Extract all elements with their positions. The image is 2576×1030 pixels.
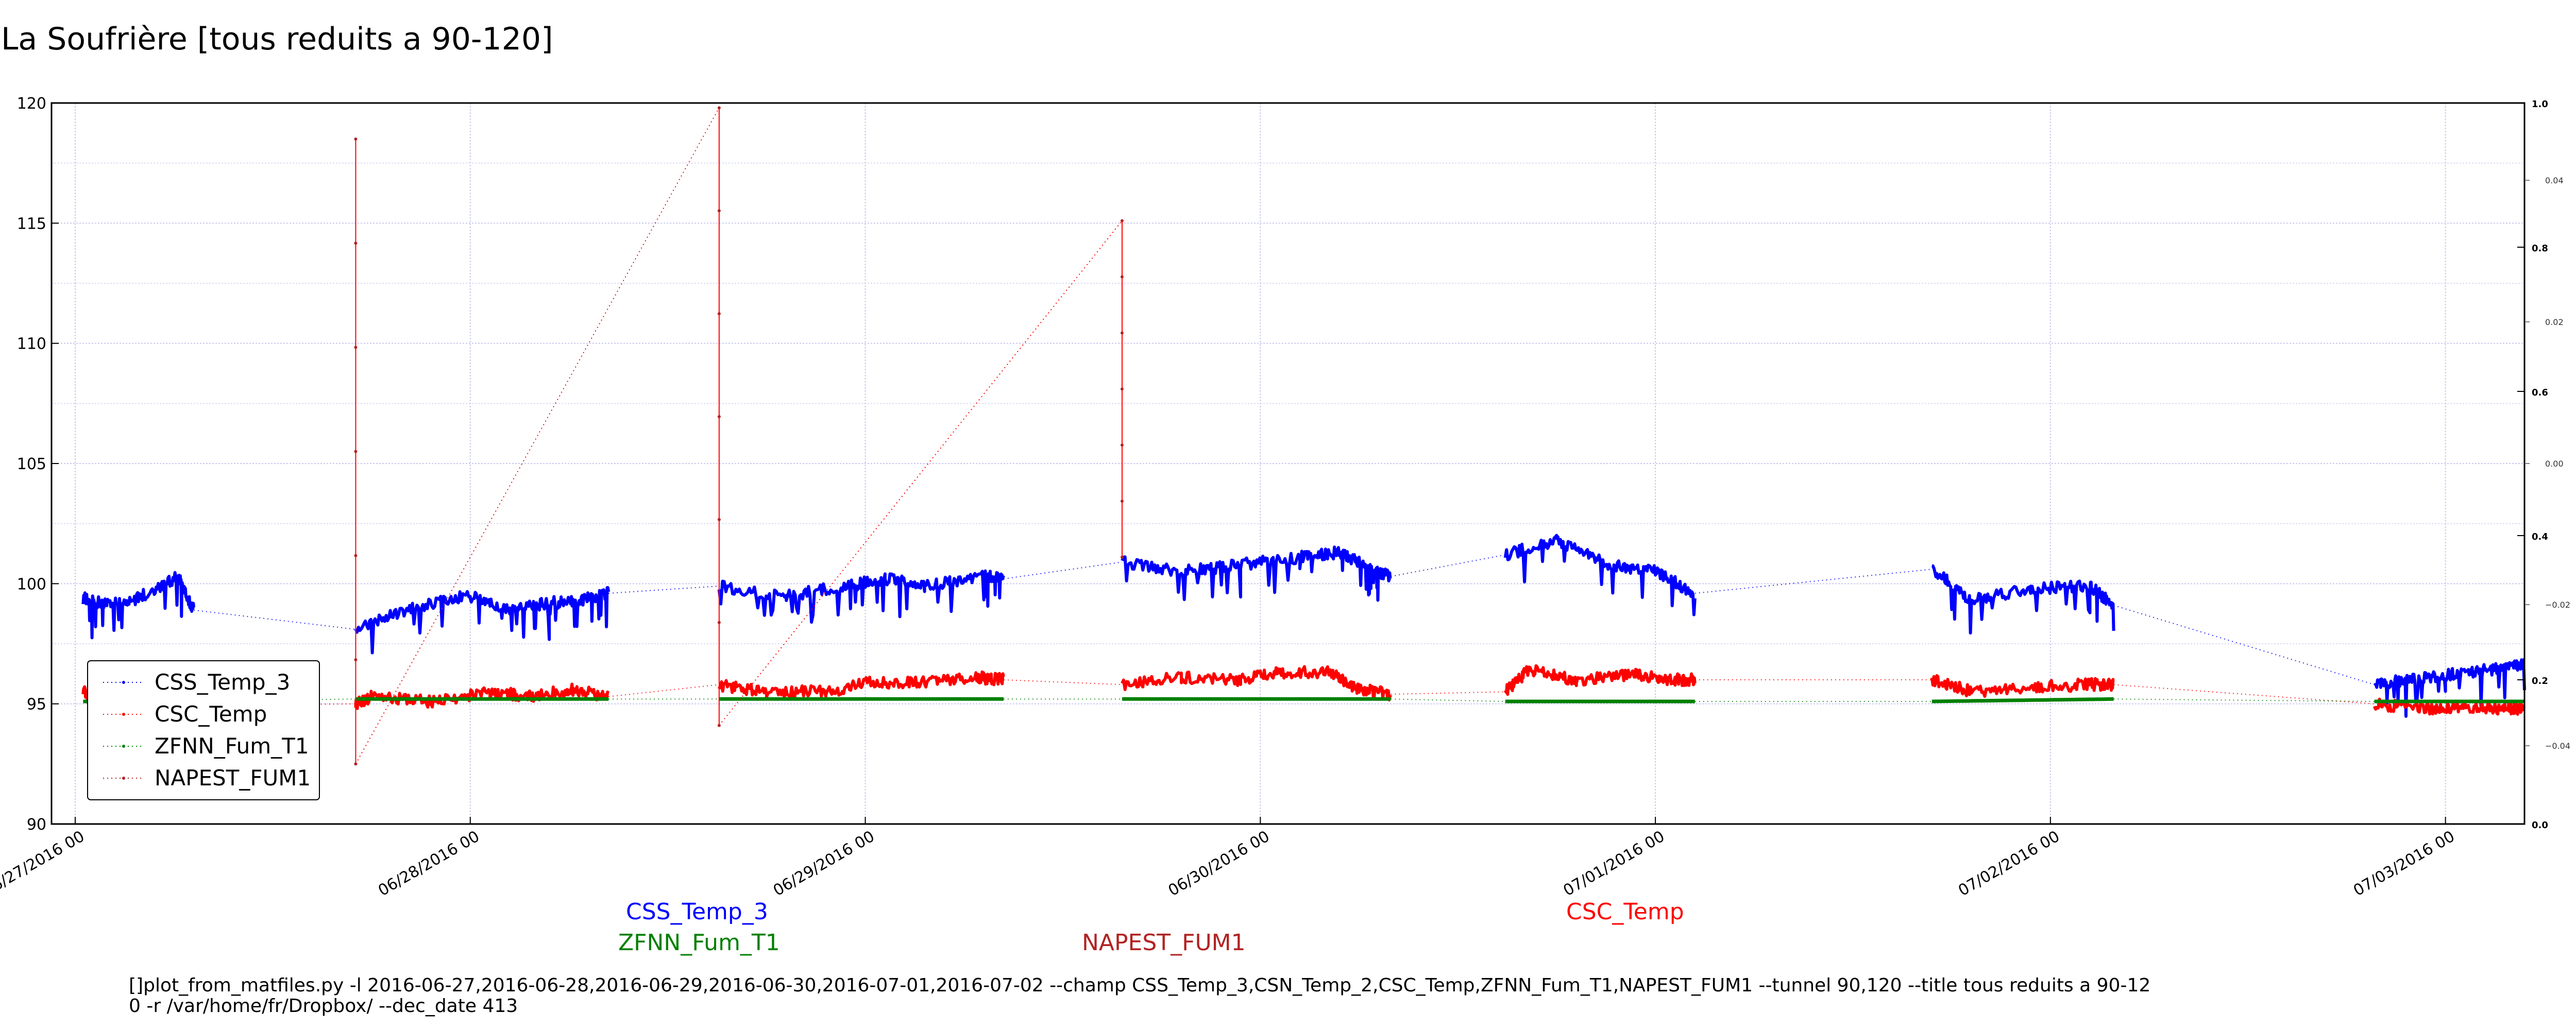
legend-frame bbox=[87, 660, 320, 800]
series-line-0-2 bbox=[717, 569, 1005, 624]
series-connector-3-1 bbox=[355, 107, 720, 764]
legend-label-3: NAPEST_FUM1 bbox=[155, 765, 311, 791]
series-line-1-2 bbox=[718, 670, 1005, 699]
caption-csc-temp: CSC_Temp bbox=[1566, 899, 1684, 925]
x-tick-label-4: 07/01/2016 00 bbox=[1561, 828, 1668, 900]
series-gap-1-5 bbox=[2113, 684, 2375, 705]
series-line-1-4 bbox=[1503, 664, 1697, 696]
series-point-3-4-4 bbox=[1120, 331, 1124, 335]
series-line-1-6 bbox=[2372, 697, 2526, 716]
series-point-3-0-4 bbox=[354, 346, 358, 349]
series-line-0-6 bbox=[2373, 658, 2526, 718]
series-gap-1-2 bbox=[1003, 679, 1122, 685]
y-tick-label-1: 95 bbox=[27, 696, 46, 714]
series-point-3-0-2 bbox=[354, 554, 358, 557]
series-point-3-0-3 bbox=[354, 450, 358, 453]
x-tick-label-5: 07/02/2016 00 bbox=[1955, 828, 2063, 900]
series-line-1-1 bbox=[354, 682, 610, 710]
y-tick-label-0: 90 bbox=[27, 816, 46, 834]
caption-zfnn-fum-t1: ZFNN_Fum_T1 bbox=[618, 930, 780, 956]
series-point-3-2-2 bbox=[717, 518, 721, 521]
series-gap-2-3 bbox=[1391, 698, 1505, 702]
series-point-3-2-4 bbox=[717, 312, 721, 316]
legend-marker-1 bbox=[122, 713, 125, 716]
series-gap-0-0 bbox=[193, 609, 356, 630]
x-tick-label-1: 06/28/2016 00 bbox=[375, 828, 483, 900]
caption-napest-fum1: NAPEST_FUM1 bbox=[1082, 930, 1246, 956]
y2-minor-label-4: 0.04 bbox=[2545, 176, 2564, 185]
y2-minor-label-1: −0.02 bbox=[2545, 600, 2570, 610]
y2-tick-label-2: 0.4 bbox=[2532, 531, 2548, 542]
series-layer bbox=[81, 106, 2526, 766]
series-point-3-2-1 bbox=[717, 621, 721, 624]
series-CSS_Temp_3 bbox=[81, 534, 2526, 718]
legend: CSS_Temp_3 CSC_Temp ZFNN_Fum_T1 NAPEST_FUM1 bbox=[87, 660, 320, 800]
y-tick-label-6: 120 bbox=[17, 95, 46, 113]
series-gap-1-3 bbox=[1391, 691, 1505, 695]
y-tick-label-5: 115 bbox=[17, 215, 46, 233]
series-point-3-2-3 bbox=[717, 415, 721, 418]
legend-marker-3 bbox=[122, 777, 125, 780]
legend-marker-0 bbox=[122, 681, 125, 684]
x-tick-label-2: 06/29/2016 00 bbox=[770, 828, 878, 900]
series-gap-0-1 bbox=[608, 586, 719, 594]
series-point-3-0-5 bbox=[354, 242, 358, 245]
y2-axis: 0.0 0.2 0.4 0.6 0.8 1.0 −0.04 −0.02 0.00 0.02 0.04 bbox=[2517, 99, 2570, 831]
y2-tick-label-3: 0.6 bbox=[2532, 387, 2548, 398]
series-line-0-5 bbox=[1931, 564, 2115, 635]
series-line-0-3 bbox=[1121, 545, 1392, 602]
series-point-3-0-6 bbox=[354, 138, 358, 141]
x-tick-label-0: 06/27/2016 00 bbox=[0, 828, 88, 900]
legend-marker-2 bbox=[122, 745, 125, 748]
series-NAPEST_FUM1 bbox=[354, 106, 1124, 766]
series-point-3-4-2 bbox=[1120, 443, 1124, 447]
y2-tick-label-0: 0.0 bbox=[2532, 820, 2548, 831]
series-point-3-4-5 bbox=[1120, 275, 1124, 279]
y-axis: 90 95 100 105 110 115 120 bbox=[17, 95, 59, 834]
series-point-3-4-6 bbox=[1120, 219, 1124, 222]
y-tick-label-3: 105 bbox=[17, 455, 46, 473]
series-gap-0-4 bbox=[1694, 569, 1932, 594]
series-point-3-4-0 bbox=[1120, 556, 1124, 559]
series-point-3-2-5 bbox=[717, 209, 721, 213]
series-line-1-5 bbox=[1930, 674, 2115, 698]
series-point-3-0-1 bbox=[354, 658, 358, 662]
legend-label-2: ZFNN_Fum_T1 bbox=[155, 733, 309, 759]
y2-tick-label-4: 0.8 bbox=[2532, 243, 2548, 254]
y2-tick-label-5: 1.0 bbox=[2532, 99, 2548, 110]
y2-minor-label-2: 0.00 bbox=[2545, 459, 2564, 469]
legend-label-0: CSS_Temp_3 bbox=[155, 670, 290, 695]
y2-tick-label-1: 0.2 bbox=[2532, 676, 2548, 686]
series-connector-3-3 bbox=[719, 220, 1123, 726]
series-line-1-3 bbox=[1121, 665, 1393, 701]
series-gap-0-5 bbox=[2113, 605, 2375, 685]
grid-lines bbox=[52, 103, 2524, 824]
chart-title: La Soufrière [tous reduits a 90-120] bbox=[1, 21, 553, 57]
series-gap-0-3 bbox=[1391, 554, 1505, 577]
series-gap-1-1 bbox=[608, 684, 719, 697]
command-line-2: 0 -r /var/home/fr/Dropbox/ --dec_date 41… bbox=[129, 995, 518, 1017]
caption-css-temp-3: CSS_Temp_3 bbox=[626, 899, 768, 925]
series-gap-2-5 bbox=[2113, 698, 2375, 702]
series-ZFNN_Fum_T1 bbox=[83, 697, 2524, 703]
command-line-1: []plot_from_matfiles.py -l 2016-06-27,20… bbox=[129, 975, 2151, 996]
x-tick-label-3: 06/30/2016 00 bbox=[1165, 828, 1273, 900]
y2-minor-label-0: −0.04 bbox=[2545, 741, 2570, 751]
y2-minor-label-3: 0.02 bbox=[2545, 317, 2564, 327]
series-line-0-4 bbox=[1503, 534, 1697, 616]
y-tick-label-2: 100 bbox=[17, 575, 46, 593]
y-tick-label-4: 110 bbox=[17, 335, 46, 353]
legend-label-1: CSC_Temp bbox=[155, 701, 267, 727]
series-point-3-4-1 bbox=[1120, 500, 1124, 503]
x-axis: 06/27/2016 00 06/28/2016 00 06/29/2016 00 0… bbox=[0, 817, 2458, 900]
series-CSC_Temp bbox=[81, 664, 2526, 716]
series-point-3-4-3 bbox=[1120, 387, 1124, 391]
series-line-0-1 bbox=[354, 586, 611, 655]
series-point-3-2-6 bbox=[717, 106, 721, 110]
series-line-0-0 bbox=[81, 571, 195, 640]
series-gap-0-2 bbox=[1003, 561, 1123, 579]
x-tick-label-6: 07/03/2016 00 bbox=[2350, 828, 2458, 900]
series-line-2-5 bbox=[1931, 697, 2114, 703]
